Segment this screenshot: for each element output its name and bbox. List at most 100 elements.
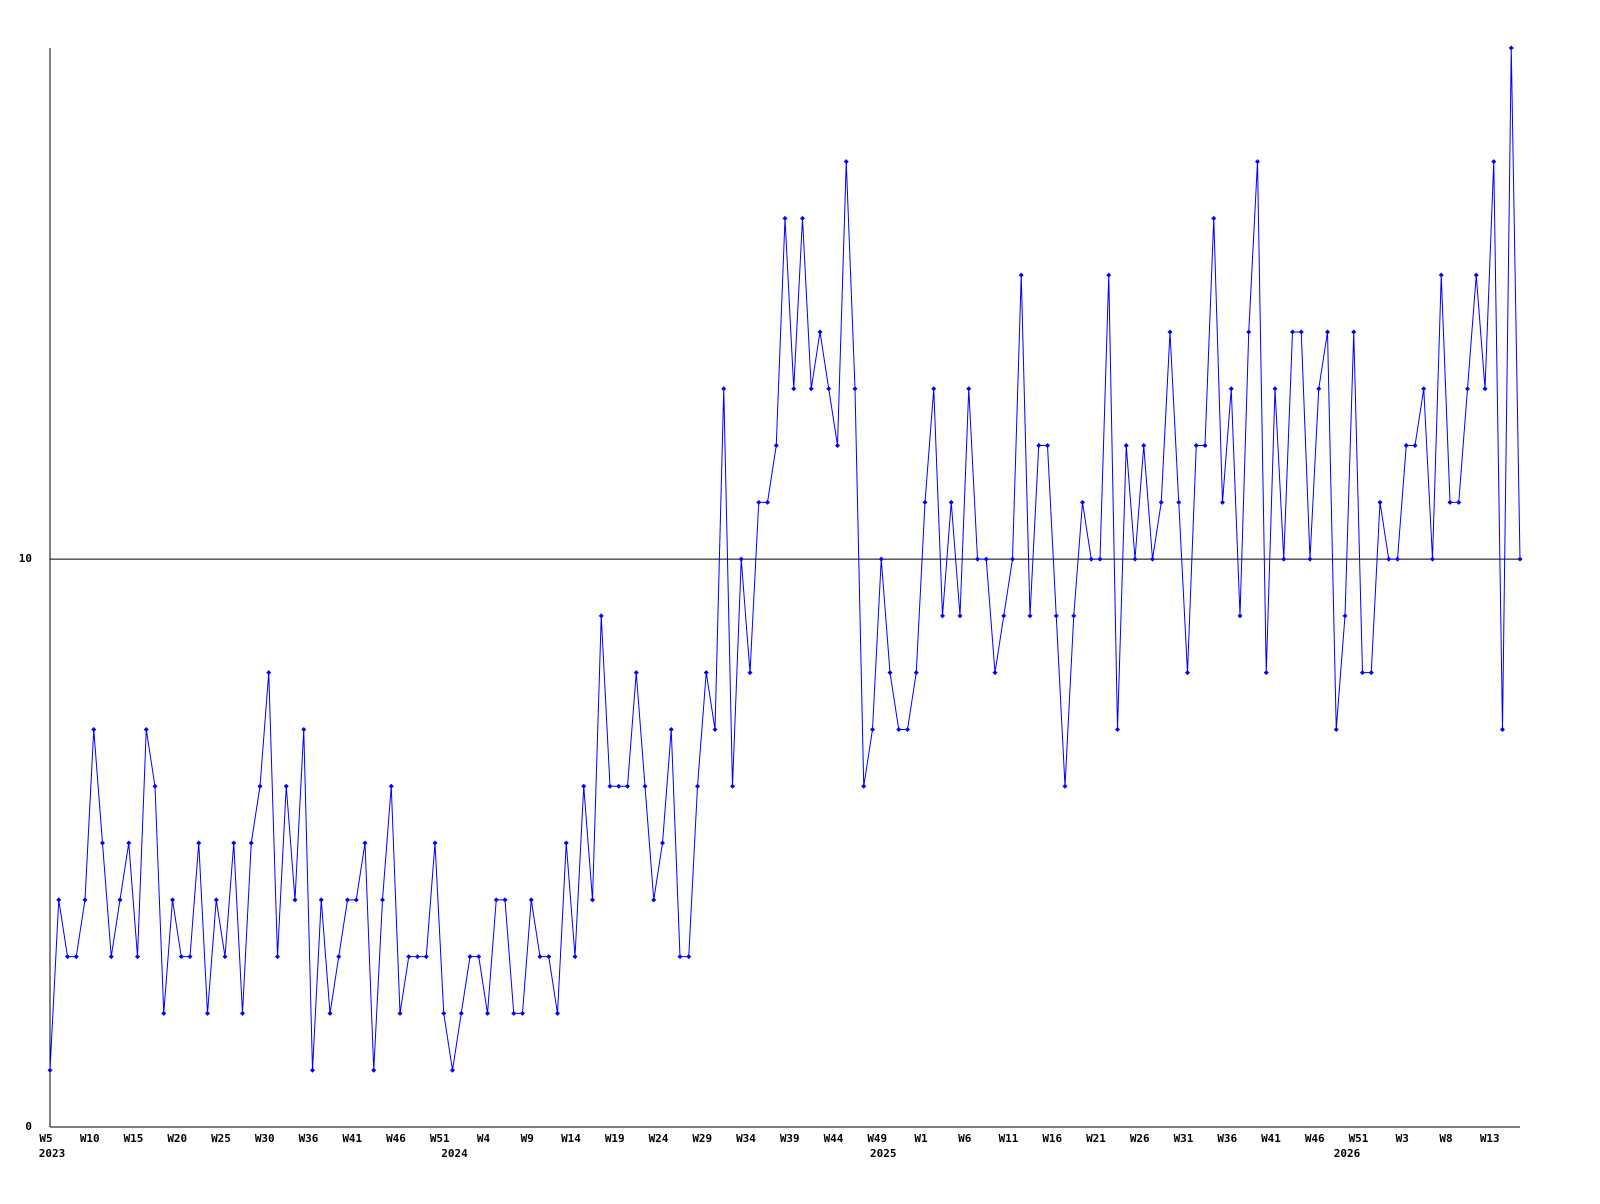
data-point (1281, 556, 1287, 562)
data-point (1211, 215, 1217, 221)
x-tick-label: W30 (255, 1132, 275, 1145)
data-point (1246, 329, 1252, 335)
data-point (896, 726, 902, 732)
data-point (1176, 499, 1182, 505)
data-point (791, 386, 797, 392)
data-point (1132, 556, 1138, 562)
x-tick-label: W16 (1042, 1132, 1062, 1145)
data-point (826, 386, 832, 392)
data-point (161, 1010, 167, 1016)
data-point (502, 897, 508, 903)
data-point (1482, 386, 1488, 392)
data-point (240, 1010, 245, 1016)
x-tick-label: W29 (692, 1132, 712, 1145)
data-point (966, 386, 972, 392)
data-point (1333, 726, 1339, 732)
data-point (1123, 443, 1129, 449)
data-point (1351, 329, 1357, 335)
data-point (730, 783, 735, 789)
data-point (616, 783, 622, 789)
data-point (975, 556, 980, 562)
data-point (301, 726, 307, 732)
data-point (126, 840, 132, 846)
data-point (1438, 272, 1444, 278)
data-point (415, 954, 420, 960)
data-point (1368, 670, 1374, 676)
data-point (493, 897, 499, 903)
data-point (345, 897, 350, 903)
data-point (642, 783, 648, 789)
data-point (843, 159, 849, 165)
x-tick-label: W46 (386, 1132, 406, 1145)
data-point (388, 783, 394, 789)
data-point (485, 1010, 490, 1016)
data-point (817, 329, 823, 335)
data-point (135, 954, 140, 960)
x-tick-label: W13 (1480, 1132, 1500, 1145)
data-point (423, 954, 429, 960)
x-tick-label: W44 (824, 1132, 844, 1145)
data-point (65, 954, 70, 960)
data-point (800, 215, 805, 221)
data-point (1220, 499, 1225, 505)
data-point (1150, 556, 1155, 562)
data-point (1010, 556, 1015, 562)
data-point (353, 897, 359, 903)
data-point (1430, 556, 1435, 562)
data-point (607, 783, 613, 789)
data-point (957, 613, 963, 619)
data-point (677, 954, 683, 960)
data-point (1473, 272, 1479, 278)
data-point (1045, 443, 1050, 449)
data-point (1395, 556, 1400, 562)
year-label: 2023 (39, 1147, 66, 1160)
data-point (476, 954, 482, 960)
data-point (992, 670, 998, 676)
data-point (441, 1010, 447, 1016)
data-point (336, 954, 342, 960)
data-point (1298, 329, 1304, 335)
data-point (537, 954, 543, 960)
data-point (1491, 159, 1497, 165)
data-point (1263, 670, 1269, 676)
data-point (82, 897, 88, 903)
data-point (712, 726, 718, 732)
data-point (520, 1010, 525, 1016)
data-point (1106, 272, 1112, 278)
data-point (546, 954, 552, 960)
data-point (222, 954, 228, 960)
data-point (861, 783, 867, 789)
data-point (100, 840, 105, 846)
x-tick-label: W14 (561, 1132, 581, 1145)
year-label: 2026 (1334, 1147, 1361, 1160)
x-tick-label: W25 (211, 1132, 231, 1145)
data-point (983, 556, 989, 562)
data-point (266, 670, 272, 676)
data-point (651, 897, 657, 903)
data-point (257, 783, 263, 789)
data-point (1360, 670, 1365, 676)
data-point (187, 954, 193, 960)
data-point (1465, 386, 1470, 392)
data-point (1001, 613, 1007, 619)
x-tick-label: W20 (167, 1132, 187, 1145)
data-point (887, 670, 893, 676)
data-point (563, 840, 569, 846)
y-tick-label: 0 (25, 1120, 32, 1133)
y-tick-label: 10 (19, 552, 32, 565)
data-point (747, 670, 753, 676)
data-point (913, 670, 919, 676)
data-point (1412, 443, 1418, 449)
data-point (143, 726, 149, 732)
data-point (1027, 613, 1033, 619)
x-tick-label: W26 (1130, 1132, 1150, 1145)
data-point (931, 386, 937, 392)
data-point (1088, 556, 1094, 562)
data-point (362, 840, 368, 846)
x-tick-label: W4 (477, 1132, 491, 1145)
data-point (765, 499, 770, 505)
data-point (668, 726, 674, 732)
x-tick-label: W24 (649, 1132, 669, 1145)
data-point (870, 726, 875, 732)
